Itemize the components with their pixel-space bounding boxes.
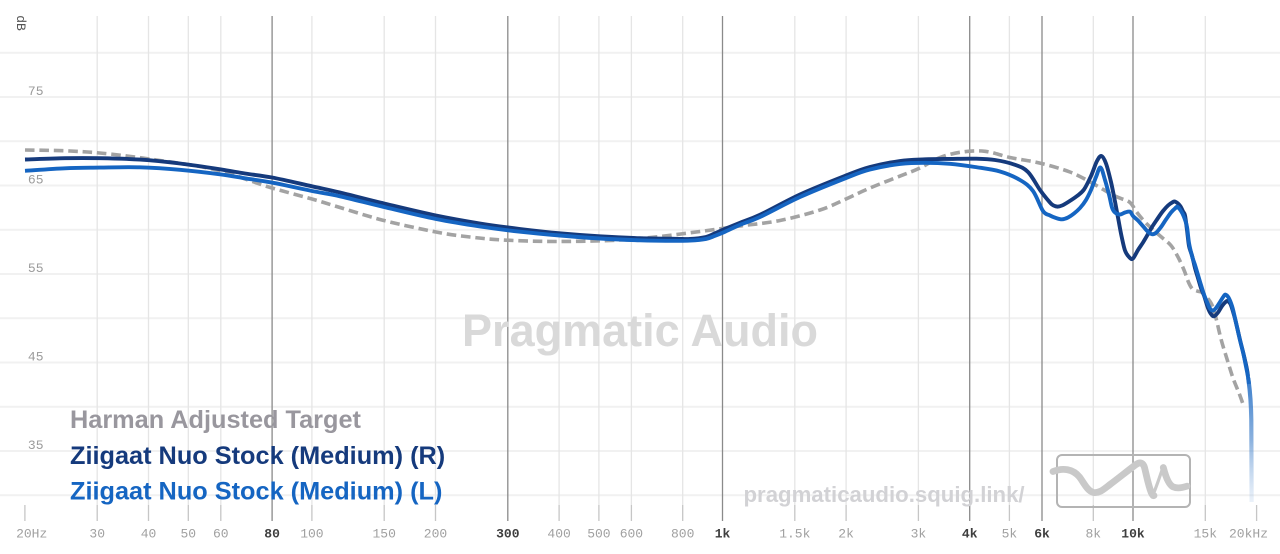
svg-text:200: 200: [424, 527, 447, 542]
svg-text:50: 50: [180, 527, 196, 542]
svg-text:300: 300: [496, 527, 520, 542]
svg-text:35: 35: [28, 438, 44, 453]
svg-text:45: 45: [28, 349, 44, 364]
svg-text:1.5k: 1.5k: [779, 527, 810, 542]
svg-text:65: 65: [28, 172, 44, 187]
svg-text:3k: 3k: [911, 527, 927, 542]
svg-text:Ziigaat Nuo Stock (Medium) (L): Ziigaat Nuo Stock (Medium) (L): [70, 478, 442, 506]
svg-text:pragmaticaudio.squig.link/: pragmaticaudio.squig.link/: [744, 482, 1025, 507]
svg-text:Ziigaat Nuo Stock (Medium) (R): Ziigaat Nuo Stock (Medium) (R): [70, 442, 445, 470]
svg-text:400: 400: [547, 527, 570, 542]
svg-text:20kHz: 20kHz: [1229, 527, 1268, 542]
svg-text:15k: 15k: [1194, 527, 1218, 542]
svg-text:dB: dB: [13, 15, 28, 31]
svg-text:4k: 4k: [962, 527, 978, 542]
svg-text:55: 55: [28, 261, 44, 276]
svg-text:Harman Adjusted Target: Harman Adjusted Target: [70, 406, 362, 434]
svg-text:8k: 8k: [1085, 527, 1101, 542]
svg-text:20Hz: 20Hz: [16, 527, 47, 542]
svg-text:80: 80: [264, 527, 280, 542]
svg-text:30: 30: [89, 527, 105, 542]
svg-text:75: 75: [28, 84, 44, 99]
svg-text:800: 800: [671, 527, 694, 542]
svg-text:10k: 10k: [1121, 527, 1145, 542]
svg-text:6k: 6k: [1034, 527, 1050, 542]
svg-text:60: 60: [213, 527, 229, 542]
svg-text:Pragmatic Audio: Pragmatic Audio: [462, 305, 818, 356]
svg-text:150: 150: [372, 527, 395, 542]
svg-text:40: 40: [141, 527, 157, 542]
svg-text:100: 100: [300, 527, 323, 542]
svg-text:1k: 1k: [715, 527, 731, 542]
svg-text:500: 500: [587, 527, 610, 542]
svg-text:5k: 5k: [1002, 527, 1018, 542]
svg-text:600: 600: [620, 527, 643, 542]
svg-text:2k: 2k: [838, 527, 854, 542]
